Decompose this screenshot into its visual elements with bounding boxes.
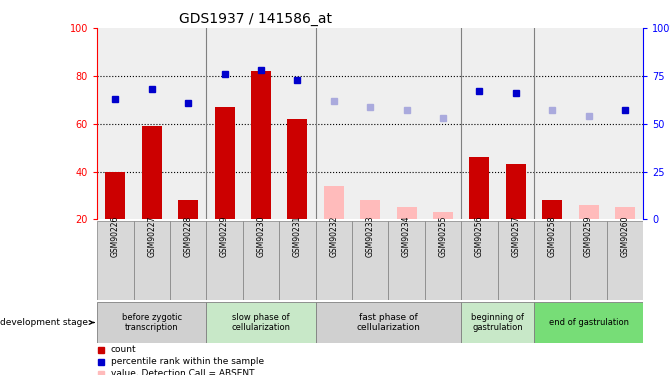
Bar: [433, 212, 453, 219]
Bar: [251, 71, 271, 219]
Bar: [142, 126, 161, 219]
Text: GSM90228: GSM90228: [184, 215, 193, 256]
Bar: [206, 302, 316, 343]
Bar: [133, 221, 170, 300]
Bar: [389, 221, 425, 300]
Bar: [579, 205, 598, 219]
Bar: [470, 157, 489, 219]
Bar: [425, 28, 461, 219]
Bar: [461, 302, 534, 343]
Bar: [534, 302, 643, 343]
Bar: [243, 221, 279, 300]
Text: fast phase of
cellularization: fast phase of cellularization: [356, 313, 420, 332]
Bar: [206, 28, 243, 219]
Bar: [506, 164, 526, 219]
Text: GSM90231: GSM90231: [293, 215, 302, 256]
Text: before zygotic
transcription: before zygotic transcription: [122, 313, 182, 332]
Bar: [324, 186, 344, 219]
Text: percentile rank within the sample: percentile rank within the sample: [111, 357, 264, 366]
Text: GSM90233: GSM90233: [366, 215, 375, 256]
Bar: [316, 221, 352, 300]
Bar: [498, 28, 534, 219]
Bar: [133, 28, 170, 219]
Text: GSM90258: GSM90258: [547, 215, 557, 256]
Bar: [461, 221, 498, 300]
Bar: [425, 221, 461, 300]
Bar: [352, 221, 389, 300]
Text: GDS1937 / 141586_at: GDS1937 / 141586_at: [179, 12, 332, 26]
Text: GSM90260: GSM90260: [620, 215, 630, 256]
Bar: [97, 302, 206, 343]
Bar: [397, 207, 417, 219]
Bar: [316, 28, 352, 219]
Bar: [214, 107, 234, 219]
Text: GSM90226: GSM90226: [111, 215, 120, 256]
Text: GSM90232: GSM90232: [329, 215, 338, 256]
Bar: [97, 28, 133, 219]
Text: GSM90230: GSM90230: [257, 215, 265, 256]
Text: GSM90257: GSM90257: [511, 215, 521, 256]
Text: GSM90234: GSM90234: [402, 215, 411, 256]
Text: end of gastrulation: end of gastrulation: [549, 318, 628, 327]
Bar: [279, 28, 316, 219]
Text: GSM90259: GSM90259: [584, 215, 593, 256]
Text: beginning of
gastrulation: beginning of gastrulation: [471, 313, 524, 332]
Bar: [498, 221, 534, 300]
Bar: [615, 207, 635, 219]
Bar: [461, 28, 498, 219]
Bar: [178, 200, 198, 219]
Bar: [534, 28, 570, 219]
Text: GSM90256: GSM90256: [475, 215, 484, 256]
Bar: [542, 200, 562, 219]
Text: development stage: development stage: [0, 318, 94, 327]
Text: GSM90229: GSM90229: [220, 215, 229, 256]
Bar: [360, 200, 380, 219]
Text: value, Detection Call = ABSENT: value, Detection Call = ABSENT: [111, 369, 254, 375]
Bar: [352, 28, 389, 219]
Bar: [389, 28, 425, 219]
Bar: [607, 221, 643, 300]
Text: count: count: [111, 345, 136, 354]
Text: slow phase of
cellularization: slow phase of cellularization: [231, 313, 291, 332]
Bar: [570, 221, 607, 300]
Bar: [570, 28, 607, 219]
Bar: [243, 28, 279, 219]
Bar: [607, 28, 643, 219]
Text: GSM90255: GSM90255: [438, 215, 448, 256]
Bar: [279, 221, 316, 300]
Bar: [105, 172, 125, 219]
Bar: [170, 28, 206, 219]
Bar: [206, 221, 243, 300]
Bar: [170, 221, 206, 300]
Bar: [287, 119, 308, 219]
Text: GSM90227: GSM90227: [147, 215, 156, 256]
Bar: [316, 302, 461, 343]
Bar: [97, 221, 133, 300]
Bar: [534, 221, 570, 300]
